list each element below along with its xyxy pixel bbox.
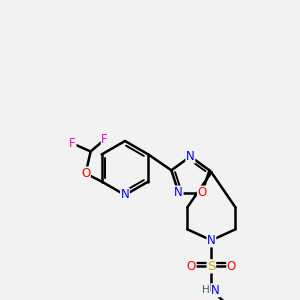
Text: S: S bbox=[207, 260, 216, 273]
Text: N: N bbox=[207, 234, 216, 247]
Text: N: N bbox=[211, 284, 220, 297]
Text: O: O bbox=[197, 186, 207, 199]
Text: F: F bbox=[101, 133, 108, 146]
Text: O: O bbox=[81, 167, 90, 180]
Text: H: H bbox=[202, 285, 209, 295]
Text: O: O bbox=[227, 260, 236, 273]
Text: N: N bbox=[121, 188, 129, 202]
Text: F: F bbox=[69, 137, 76, 150]
Text: N: N bbox=[174, 186, 183, 199]
Text: O: O bbox=[187, 260, 196, 273]
Text: N: N bbox=[186, 150, 195, 163]
